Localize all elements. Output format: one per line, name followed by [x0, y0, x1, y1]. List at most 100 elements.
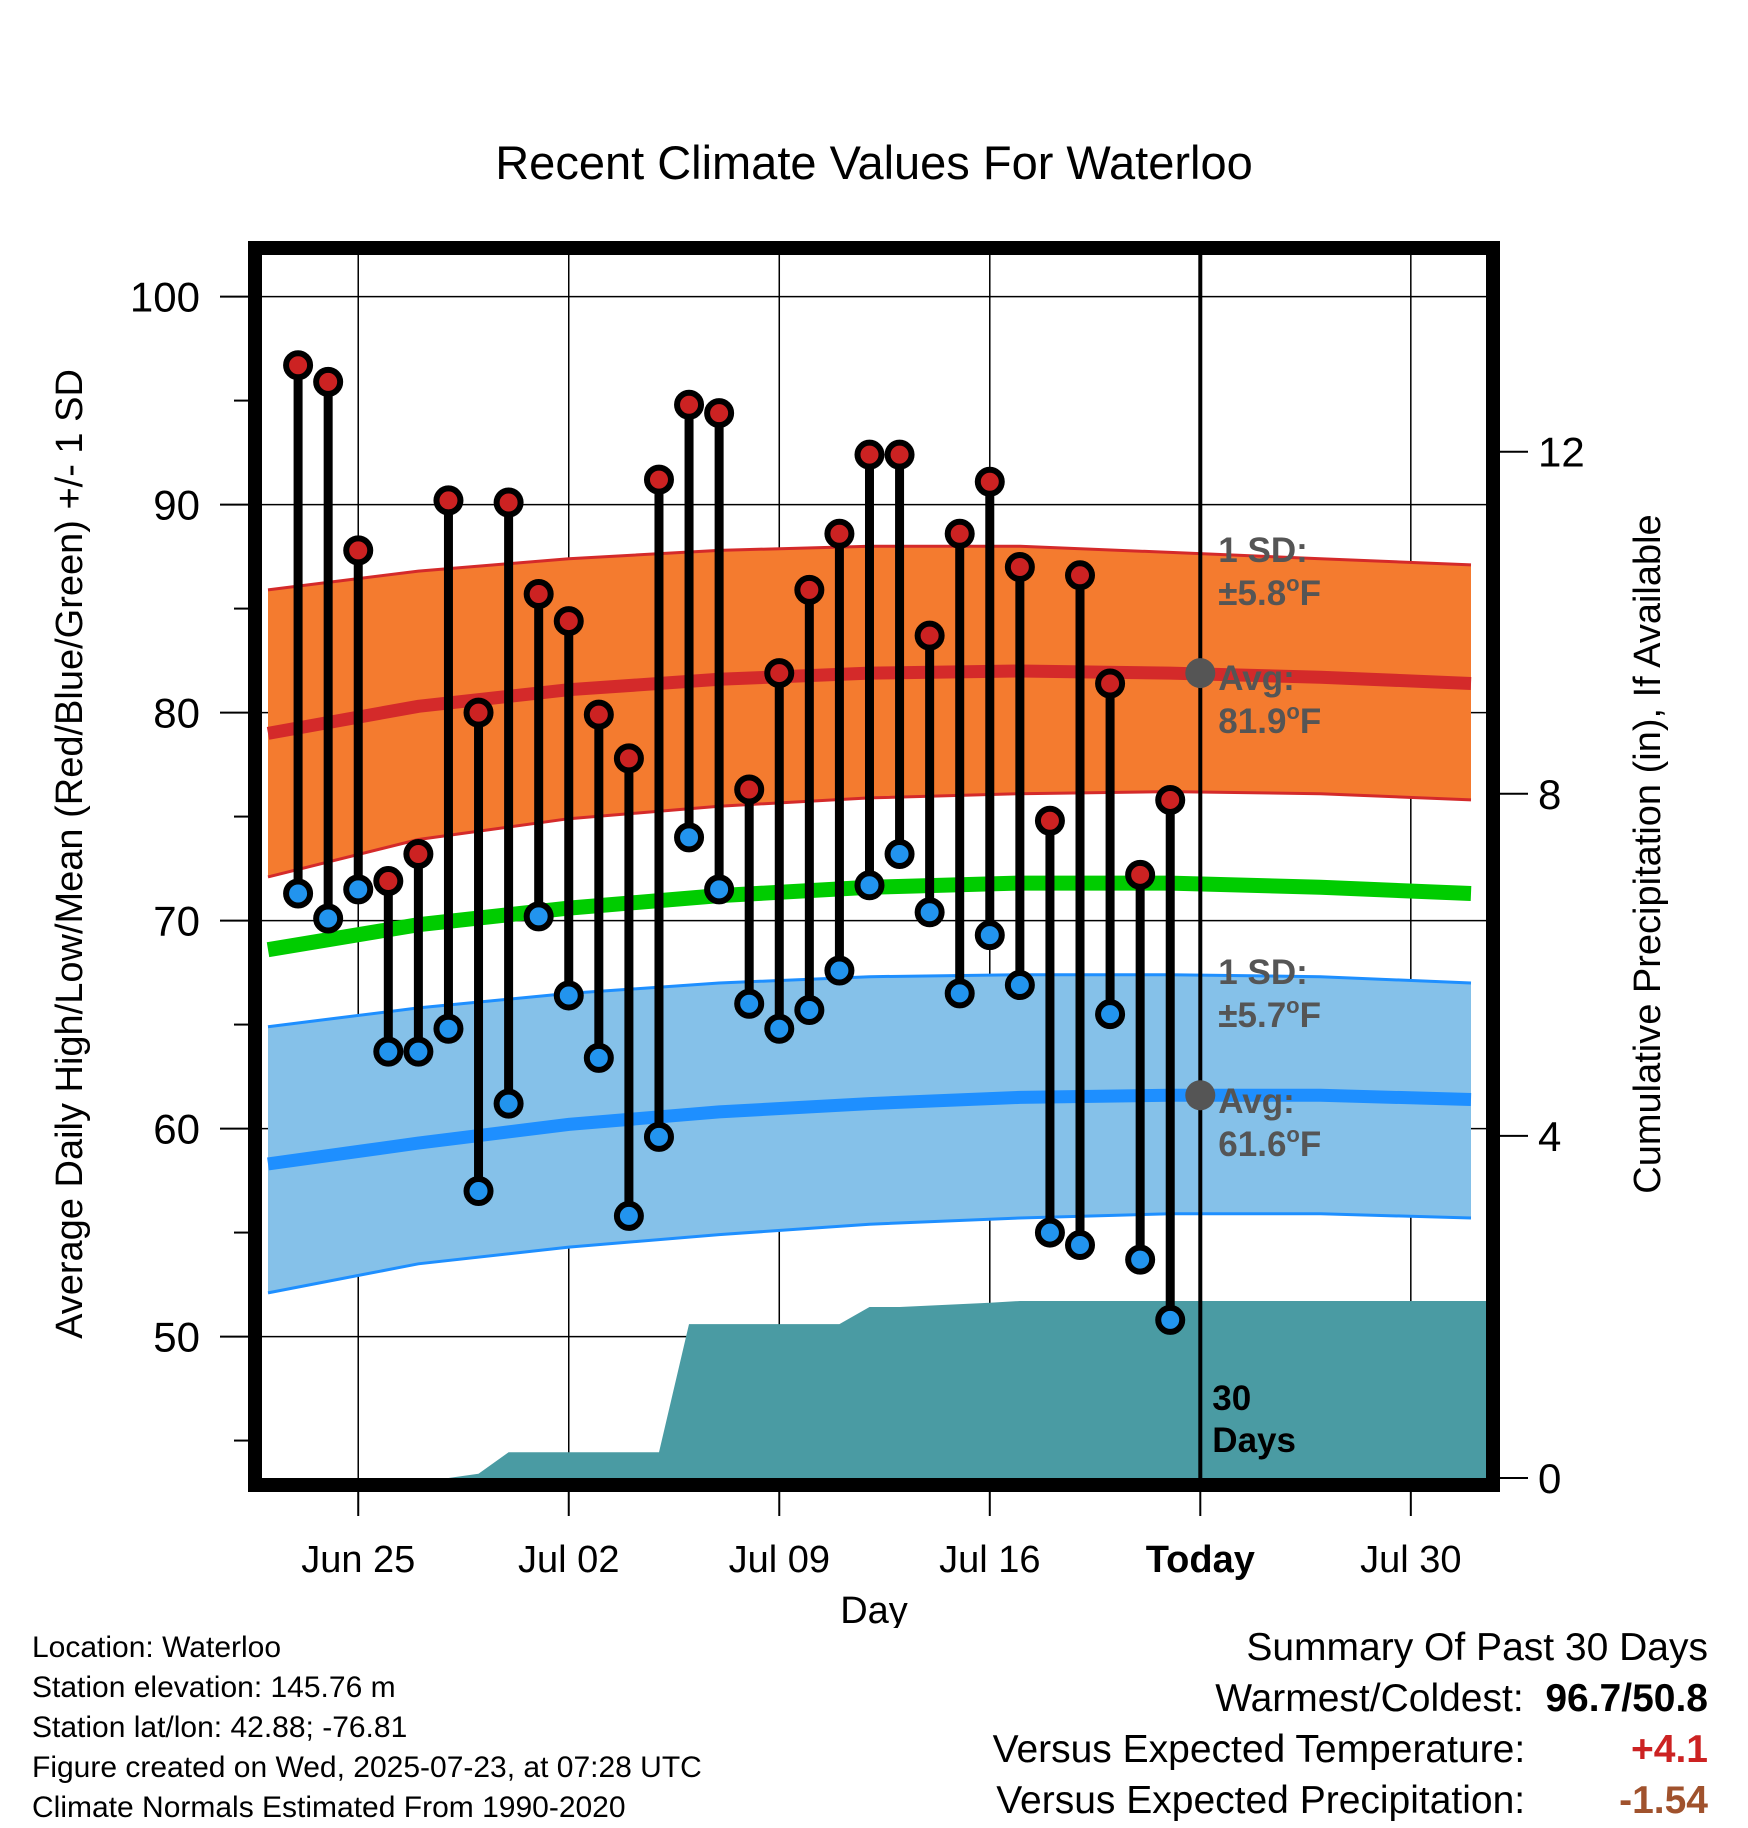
high-point: [1095, 668, 1126, 699]
low-sd-band-lower-edge: [267, 1212, 1472, 1295]
precip-area: [268, 1301, 1486, 1478]
high-sd-annotation-value: ±5.8oF: [1218, 571, 1321, 613]
low-point: [1125, 1244, 1156, 1275]
low-point: [553, 980, 584, 1011]
low-point: [463, 1175, 494, 1206]
low-point: [1155, 1304, 1186, 1335]
high-point: [1065, 560, 1096, 591]
low-point: [313, 903, 344, 934]
low-avg-annotation-number: 61.6: [1218, 1125, 1286, 1164]
low-sd-band-upper-edge: [267, 973, 1472, 1029]
low-point: [403, 1036, 434, 1067]
y2-tick-label: 4: [1538, 1113, 1561, 1160]
low-avg-marker: [1185, 1080, 1216, 1111]
low-point: [373, 1036, 404, 1067]
low-point: [283, 878, 314, 909]
low-point: [974, 920, 1005, 951]
high-point: [824, 518, 855, 549]
high-point: [974, 466, 1005, 497]
low-point: [1065, 1230, 1096, 1261]
days-count-label: 30: [1212, 1379, 1251, 1418]
x-tick-label: Today: [1146, 1539, 1255, 1581]
precip-versus-row: Versus Expected Precipitation: -1.54: [993, 1775, 1708, 1826]
high-point: [914, 620, 945, 651]
low-point: [643, 1121, 674, 1152]
warmest-coldest-row: Warmest/Coldest: 96.7/50.8: [993, 1673, 1708, 1724]
unit-symbol: F: [1300, 702, 1321, 741]
latlon-text: Station lat/lon: 42.88; -76.81: [32, 1711, 408, 1744]
high-point: [854, 439, 885, 470]
low-avg-annotation-value: 61.6oF: [1218, 1122, 1321, 1164]
temp-versus-label: Versus Expected Temperature:: [992, 1728, 1526, 1771]
elevation-text: Station elevation: 145.76 m: [32, 1671, 396, 1704]
low-point: [1095, 999, 1126, 1030]
low-point: [914, 897, 945, 928]
y-tick-label: 70: [153, 898, 200, 945]
degree-symbol: o: [1286, 1122, 1299, 1147]
high-point: [1004, 551, 1035, 582]
days-word-label: Days: [1212, 1421, 1296, 1460]
high-point: [764, 658, 795, 689]
y-tick-label: 60: [153, 1106, 200, 1153]
low-point: [734, 988, 765, 1019]
low-point: [704, 874, 735, 905]
high-point: [794, 574, 825, 605]
unit-symbol: F: [1300, 574, 1321, 613]
high-point: [674, 389, 705, 420]
high-avg-annotation-label: Avg:: [1218, 659, 1294, 698]
high-point: [1034, 805, 1065, 836]
normals-text: Climate Normals Estimated From 1990-2020: [32, 1791, 626, 1824]
high-point: [403, 839, 434, 870]
high-avg-annotation-number: 81.9: [1218, 702, 1286, 741]
low-point: [854, 870, 885, 901]
y-axis-label: Average Daily High/Low/Mean (Red/Blue/Gr…: [49, 369, 91, 1339]
high-point: [373, 866, 404, 897]
high-point: [1155, 784, 1186, 815]
temp-versus-row: Versus Expected Temperature: +4.1: [993, 1724, 1708, 1775]
high-point: [523, 579, 554, 610]
temp-versus-value: +4.1: [1631, 1728, 1708, 1771]
low-sd-annotation-value: ±5.7oF: [1218, 993, 1321, 1035]
high-point: [553, 606, 584, 637]
station-info: Location: Waterloo Station elevation: 14…: [32, 1628, 702, 1828]
y-tick-label: 100: [130, 274, 200, 321]
high-point: [313, 366, 344, 397]
warmest-coldest-label: Warmest/Coldest:: [1215, 1677, 1524, 1720]
low-point: [493, 1088, 524, 1119]
x-tick-label: Jul 16: [939, 1539, 1040, 1581]
summary-title: Summary Of Past 30 Days: [1246, 1626, 1708, 1669]
low-point: [764, 1013, 795, 1044]
y-tick-label: 80: [153, 690, 200, 737]
unit-symbol: F: [1300, 996, 1321, 1035]
chart-title: Recent Climate Values For Waterloo: [495, 136, 1253, 189]
low-point: [343, 874, 374, 905]
high-avg-marker: [1185, 658, 1216, 689]
climate-chart: Recent Climate Values For Waterloo Avera…: [49, 136, 1669, 1628]
high-point: [704, 398, 735, 429]
y2-axis-label: Cumulative Precipitation (in), If Availa…: [1627, 514, 1669, 1193]
low-avg-annotation-label: Avg:: [1218, 1082, 1294, 1121]
high-point: [343, 535, 374, 566]
unit-symbol: F: [1300, 1125, 1321, 1164]
high-point: [734, 774, 765, 805]
low-point: [613, 1200, 644, 1231]
warmest-coldest-value: 96.7/50.8: [1545, 1677, 1708, 1720]
x-tick-label: Jul 02: [518, 1539, 619, 1581]
location-text: Location: Waterloo: [32, 1631, 282, 1664]
low-point: [674, 822, 705, 853]
y2-tick-label: 12: [1538, 429, 1585, 476]
high-sd-annotation-label: 1 SD:: [1218, 531, 1307, 570]
high-point: [944, 518, 975, 549]
high-point: [463, 697, 494, 728]
created-text: Figure created on Wed, 2025-07-23, at 07…: [32, 1751, 702, 1784]
high-point: [613, 743, 644, 774]
precip-versus-value: -1.54: [1619, 1779, 1708, 1822]
y2-tick-label: 8: [1538, 771, 1561, 818]
low-avg-line: [267, 1088, 1472, 1171]
y2-tick-label: 0: [1538, 1455, 1561, 1502]
high-point: [493, 487, 524, 518]
x-tick-label: Jun 25: [301, 1539, 415, 1581]
low-sd-annotation-number: ±5.7: [1218, 996, 1286, 1035]
low-point: [433, 1013, 464, 1044]
